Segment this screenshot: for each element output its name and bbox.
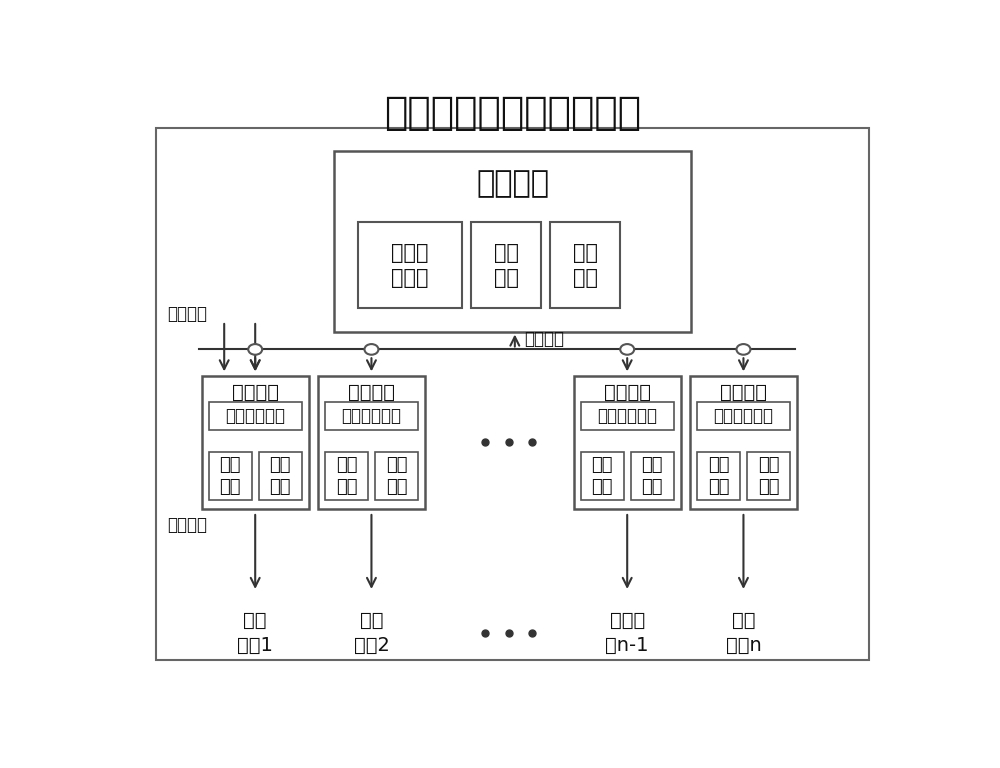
Text: 相别切换模块: 相别切换模块: [225, 407, 285, 425]
Circle shape: [248, 344, 262, 355]
Text: 采集
模块: 采集 模块: [641, 456, 663, 496]
Text: 相别切换模块: 相别切换模块: [597, 407, 657, 425]
Circle shape: [620, 344, 634, 355]
Text: 换相装置: 换相装置: [348, 383, 395, 402]
Text: 用电
终端n: 用电 终端n: [726, 611, 761, 655]
Bar: [259, 452, 302, 500]
Bar: [471, 222, 541, 308]
Bar: [325, 402, 418, 430]
Text: 用电
终端2: 用电 终端2: [354, 611, 389, 655]
Text: 相别切换模块: 相别切换模块: [341, 407, 401, 425]
Bar: [375, 452, 418, 500]
Text: 用电终
端n-1: 用电终 端n-1: [605, 611, 649, 655]
Text: 用电
终端1: 用电 终端1: [237, 611, 273, 655]
Bar: [574, 376, 681, 509]
Text: 采集
模块: 采集 模块: [758, 456, 779, 496]
Text: 通信
模块: 通信 模块: [591, 456, 613, 496]
Bar: [358, 222, 462, 308]
Bar: [690, 376, 797, 509]
Text: 低压电网电力负均衡装置: 低压电网电力负均衡装置: [384, 94, 641, 132]
Bar: [334, 151, 691, 332]
Text: 通信
模块: 通信 模块: [336, 456, 357, 496]
Bar: [581, 402, 674, 430]
Bar: [202, 376, 309, 509]
Text: 换相装置: 换相装置: [232, 383, 279, 402]
Bar: [697, 402, 790, 430]
Bar: [747, 452, 790, 500]
Text: 换相装置: 换相装置: [720, 383, 767, 402]
Bar: [550, 222, 620, 308]
Text: 控制主站: 控制主站: [476, 169, 549, 198]
Text: 换相装置: 换相装置: [604, 383, 651, 402]
Bar: [209, 402, 302, 430]
Text: 单相接出: 单相接出: [168, 516, 208, 534]
Circle shape: [736, 344, 750, 355]
Text: 通信
模块: 通信 模块: [708, 456, 729, 496]
Text: 通信
模块: 通信 模块: [494, 243, 519, 287]
Bar: [631, 452, 674, 500]
Text: 采集
模块: 采集 模块: [386, 456, 407, 496]
Bar: [318, 376, 425, 509]
Text: 采集
模块: 采集 模块: [269, 456, 291, 496]
Bar: [209, 452, 252, 500]
Text: 通信信道: 通信信道: [524, 330, 564, 349]
Text: 数据处
理模块: 数据处 理模块: [391, 243, 429, 287]
Bar: [325, 452, 368, 500]
Bar: [697, 452, 740, 500]
Text: 相别切换模块: 相别切换模块: [713, 407, 773, 425]
Text: 存储
模块: 存储 模块: [573, 243, 598, 287]
Text: 通信
模块: 通信 模块: [219, 456, 241, 496]
Circle shape: [364, 344, 378, 355]
Bar: [581, 452, 624, 500]
Text: 三相接入: 三相接入: [168, 305, 208, 323]
